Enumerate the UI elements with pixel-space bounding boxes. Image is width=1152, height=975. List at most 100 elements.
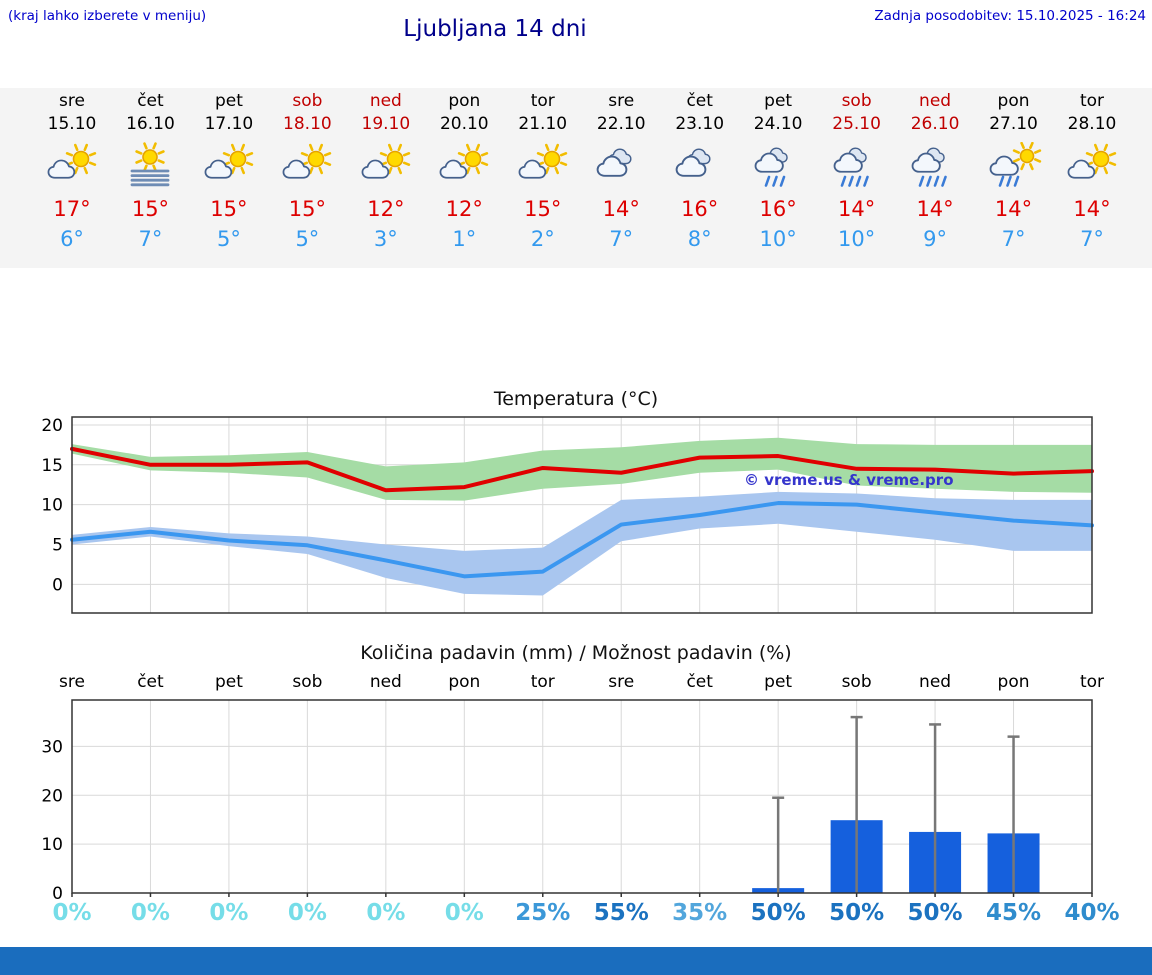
precip-day-label: tor [530, 672, 555, 692]
svg-text:20: 20 [41, 786, 63, 806]
precipitation-chart-title: Količina padavin (mm) / Možnost padavin … [360, 642, 792, 664]
temp-min: 7° [609, 227, 634, 251]
sun-cloud-icon [1049, 136, 1135, 194]
forecast-day-column: sre 15.10 17° 6° [29, 90, 115, 254]
day-date: 24.10 [753, 114, 803, 134]
day-name: pet [214, 91, 243, 111]
day-name: sob [292, 91, 323, 111]
temp-max: 15° [210, 197, 248, 221]
precip-day-label: sob [292, 672, 323, 692]
temp-min: 5° [295, 227, 320, 251]
svg-text:30: 30 [41, 737, 63, 757]
day-date: 27.10 [989, 114, 1038, 134]
temp-max: 12° [445, 197, 483, 221]
clouds-icon [657, 136, 743, 194]
day-name: sre [608, 91, 635, 111]
svg-text:10: 10 [41, 496, 63, 516]
sun-fog-icon [107, 136, 193, 194]
temp-min: 9° [923, 227, 947, 251]
temp-max: 16° [681, 197, 719, 221]
temp-min: 1° [452, 227, 477, 251]
precipitation-probability: 25% [515, 900, 571, 926]
forecast-day-column: pon 20.10 12° 1° [421, 90, 507, 254]
svg-text:20: 20 [41, 416, 63, 436]
forecast-day-column: pon 27.10 14° 7° [971, 90, 1057, 254]
temp-max: 14° [916, 197, 954, 221]
day-date: 22.10 [596, 114, 646, 134]
precipitation-probability: 55% [593, 900, 649, 926]
precip-day-label: pet [764, 672, 793, 692]
temp-max: 15° [131, 197, 170, 221]
day-name: čet [686, 91, 713, 111]
day-date: 25.10 [832, 114, 881, 134]
temp-max: 14° [837, 197, 876, 221]
page-title: Ljubljana 14 dni [403, 16, 587, 42]
svg-text:15: 15 [41, 456, 63, 476]
forecast-day-column: pet 24.10 16° 10° [735, 90, 821, 254]
forecast-day-column: sob 25.10 14° 10° [814, 90, 900, 254]
forecast-day-column: čet 16.10 15° 7° [107, 90, 193, 254]
precipitation-probability: 45% [986, 900, 1042, 926]
forecast-day-column: čet 23.10 16° 8° [657, 90, 743, 254]
precipitation-probability: 0% [287, 900, 327, 926]
temp-min: 7° [1001, 227, 1026, 251]
day-date: 18.10 [283, 114, 332, 134]
day-name: pon [997, 91, 1030, 111]
day-name: tor [530, 91, 555, 111]
forecast-strip-background [0, 88, 1152, 268]
day-name: tor [1079, 91, 1105, 111]
day-date: 16.10 [126, 114, 175, 134]
temp-max: 14° [1073, 197, 1111, 221]
svg-text:0: 0 [52, 575, 63, 595]
precip-day-label: pon [448, 672, 481, 692]
temp-max: 14° [994, 197, 1033, 221]
temp-min: 10° [837, 227, 876, 251]
svg-text:© vreme.us & vreme.pro: © vreme.us & vreme.pro [744, 471, 954, 489]
precip-day-label: sob [841, 672, 872, 692]
day-date: 17.10 [204, 114, 254, 134]
forecast-day-column: sre 22.10 14° 7° [578, 90, 664, 254]
sun-cloud-icon [343, 136, 429, 194]
precip-day-label: ned [369, 672, 402, 692]
sun-cloud-icon [500, 136, 586, 194]
day-name: čet [137, 91, 164, 111]
temp-min: 10° [759, 227, 797, 251]
sun-cloud-icon [264, 136, 350, 194]
precipitation-probability: 0% [130, 900, 170, 926]
sun-cloud-icon [421, 136, 507, 194]
forecast-day-column: pet 17.10 15° 5° [186, 90, 272, 254]
temp-min: 3° [373, 227, 398, 251]
temp-max: 15° [288, 197, 326, 221]
svg-text:0: 0 [52, 884, 63, 900]
forecast-day-column: tor 21.10 15° 2° [500, 90, 586, 254]
day-name: pon [448, 91, 481, 111]
precip-day-label: čet [137, 672, 164, 692]
precipitation-probability: 0% [366, 900, 406, 926]
svg-text:10: 10 [41, 835, 63, 855]
menu-hint-note: (kraj lahko izberete v meniju) [8, 8, 207, 24]
day-date: 15.10 [47, 114, 97, 134]
day-name: ned [919, 91, 952, 111]
heavy-rain-icon [892, 136, 978, 194]
precipitation-probability: 50% [907, 900, 963, 926]
day-name: sob [841, 91, 872, 111]
sun-rain-icon [971, 136, 1057, 194]
day-date: 28.10 [1067, 114, 1117, 134]
precipitation-probability: 50% [829, 900, 885, 926]
precip-day-label: pon [997, 672, 1030, 692]
clouds-icon [578, 136, 664, 194]
footer-bar [0, 947, 1152, 975]
rain-icon [735, 136, 821, 194]
precipitation-probability: 0% [209, 900, 249, 926]
temp-max: 16° [759, 197, 797, 221]
precipitation-probability: 50% [750, 900, 806, 926]
precipitation-probability: 0% [444, 900, 484, 926]
forecast-day-column: tor 28.10 14° 7° [1049, 90, 1135, 254]
precipitation-probability: 0% [52, 900, 92, 926]
precipitation-chart: 0 10 20 30 [41, 699, 1093, 900]
day-date: 19.10 [361, 114, 411, 134]
precip-day-label: čet [686, 672, 713, 692]
temp-min: 5° [216, 227, 241, 251]
precip-day-label: sre [608, 672, 635, 692]
forecast-day-column: sob 18.10 15° 5° [264, 90, 350, 254]
